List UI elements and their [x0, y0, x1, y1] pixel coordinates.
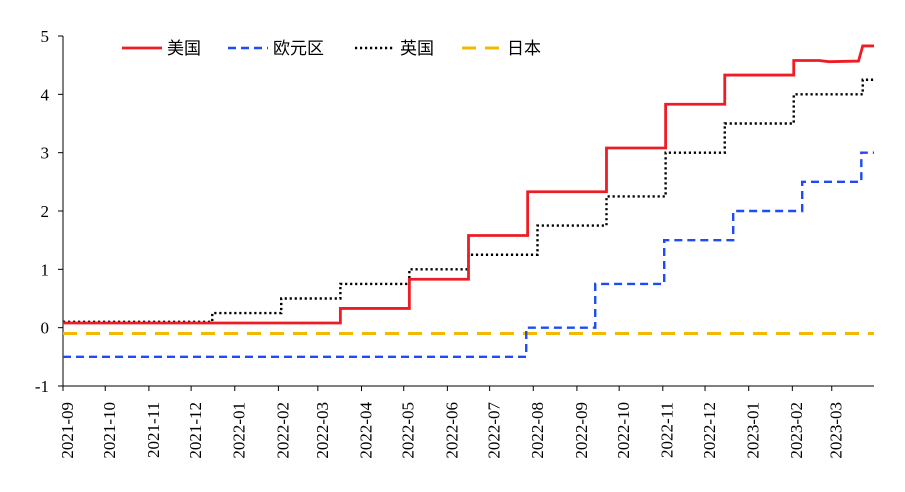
legend: 美国 欧元区 英国 日本	[122, 39, 541, 59]
x-tick-label: 2021-10	[100, 402, 119, 459]
axes: -1 0 1 2 3 4 5 2021-09 2021-10 2021-11 2021-12 2022…	[35, 27, 874, 459]
x-tick-label: 2022-06	[442, 402, 461, 459]
x-tick-label: 2022-07	[485, 402, 504, 459]
x-tick-label: 2021-12	[186, 402, 205, 459]
x-tick-label: 2022-12	[700, 402, 719, 459]
x-tick-label: 2023-01	[744, 402, 763, 459]
x-tick-label: 2021-11	[144, 402, 163, 458]
x-tick-label: 2023-02	[787, 402, 806, 459]
y-tick-label: 2	[41, 202, 50, 221]
legend-label: 日本	[507, 39, 541, 59]
x-tick-label: 2023-03	[827, 402, 846, 459]
series-line-0	[63, 44, 874, 325]
x-tick-label: 2022-09	[572, 402, 591, 459]
series-layer	[63, 44, 874, 359]
x-tick-label: 2022-08	[528, 402, 547, 459]
y-tick-label: 1	[41, 260, 50, 279]
plot-area: -1 0 1 2 3 4 5 2021-09 2021-10 2021-11 2021-12 2022…	[35, 27, 874, 459]
x-tick-label: 2022-03	[313, 402, 332, 459]
y-tick-label: 3	[41, 144, 50, 163]
y-tick-label: 0	[41, 319, 50, 338]
x-tick-label: 2022-05	[399, 402, 418, 459]
x-tick-label: 2022-10	[614, 402, 633, 459]
y-tick-label: 5	[41, 27, 50, 46]
x-tick-label: 2022-04	[356, 402, 375, 459]
y-tick-label: 4	[41, 85, 50, 104]
x-tick-label: 2021-09	[58, 402, 77, 459]
y-tick-label: -1	[35, 377, 49, 396]
series-line-1	[63, 151, 874, 359]
legend-label: 美国	[167, 39, 201, 59]
x-tick-label: 2022-01	[230, 402, 249, 459]
series-line-2	[63, 78, 874, 324]
legend-label: 欧元区	[273, 39, 324, 59]
legend-item: 美国	[122, 39, 201, 59]
legend-label: 英国	[400, 39, 434, 59]
legend-item: 英国	[355, 39, 434, 59]
legend-item: 欧元区	[228, 39, 324, 59]
x-tick-label: 2022-11	[658, 402, 677, 458]
x-tick-label: 2022-02	[273, 402, 292, 459]
legend-item: 日本	[462, 39, 541, 59]
